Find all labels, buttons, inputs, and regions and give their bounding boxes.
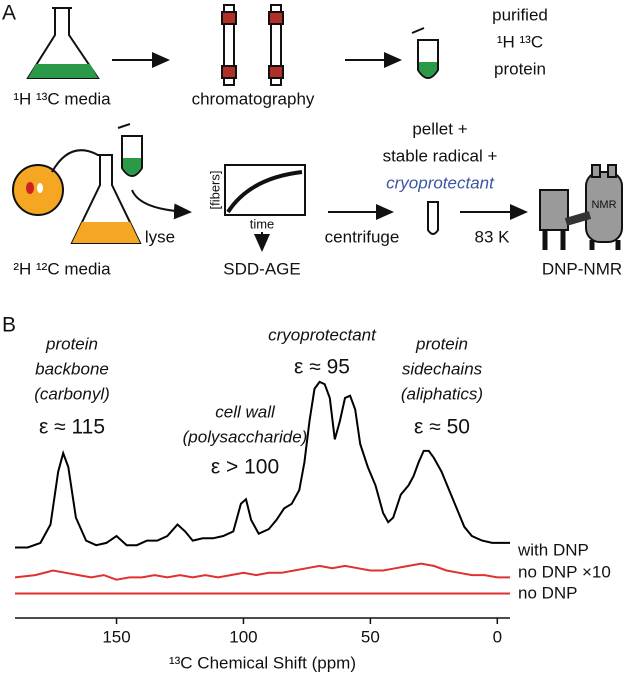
growth-curve xyxy=(226,170,303,214)
annotation: (carbonyl) xyxy=(34,384,110,403)
legend-label: with DNP xyxy=(517,540,589,559)
media-label: ²H ¹²C media xyxy=(13,259,111,278)
media xyxy=(28,64,98,78)
annotation-value: ε ≈ 50 xyxy=(414,416,470,439)
annotation: cryoprotectant xyxy=(268,325,377,344)
axis-label: [fibers] xyxy=(207,170,222,209)
annotation: (polysaccharide) xyxy=(183,427,308,446)
legend-label: no DNP xyxy=(518,583,578,602)
axis-label: time xyxy=(250,216,275,231)
x-tick-label: 0 xyxy=(493,627,502,646)
panel-label: A xyxy=(2,2,16,25)
spectrum xyxy=(15,380,510,549)
annotation-value: ε ≈ 95 xyxy=(294,356,350,379)
panel-label: B xyxy=(2,314,16,337)
columns xyxy=(221,4,284,86)
step-label: lyse xyxy=(145,227,175,246)
product-label: ¹H ¹³C xyxy=(497,32,543,51)
annotation-value: ε > 100 xyxy=(211,456,279,479)
media-label: ¹H ¹³C media xyxy=(13,89,111,108)
method-label: DNP-NMR xyxy=(542,259,622,278)
product-label: purified xyxy=(492,5,548,24)
annotation: sidechains xyxy=(402,359,483,378)
tube-cap xyxy=(411,27,425,34)
tube xyxy=(427,201,439,235)
x-axis-label: ¹³C Chemical Shift (ppm) xyxy=(169,653,356,672)
panel-a-art xyxy=(12,4,623,252)
magnet-label: NMR xyxy=(591,199,616,211)
annotation-value: ε ≈ 115 xyxy=(39,416,105,439)
panel-a-text: A ¹H ¹³C media chromatography purified ¹… xyxy=(2,2,622,279)
annotation: cell wall xyxy=(215,402,276,421)
annotation: protein xyxy=(45,334,98,353)
sample-label: pellet + xyxy=(412,119,467,138)
annotation: backbone xyxy=(35,359,109,378)
sample-label: cryoprotectant xyxy=(386,173,495,192)
x-tick-label: 150 xyxy=(102,627,130,646)
x-tick-label: 100 xyxy=(229,627,257,646)
assay-label: SDD-AGE xyxy=(223,259,300,278)
legend-label: no DNP ×10 xyxy=(518,562,611,581)
step-label: centrifuge xyxy=(325,227,400,246)
step-label: 83 K xyxy=(475,227,511,246)
arrow xyxy=(131,189,192,220)
spectrum xyxy=(14,562,510,581)
loop xyxy=(51,149,99,173)
sample-label: stable radical + xyxy=(383,146,498,165)
product-label: protein xyxy=(494,59,546,78)
nmr-magnet xyxy=(539,164,623,250)
step-label: chromatography xyxy=(192,89,315,108)
annotation: (aliphatics) xyxy=(401,384,483,403)
x-tick-label: 50 xyxy=(361,627,380,646)
annotation: protein xyxy=(415,334,468,353)
